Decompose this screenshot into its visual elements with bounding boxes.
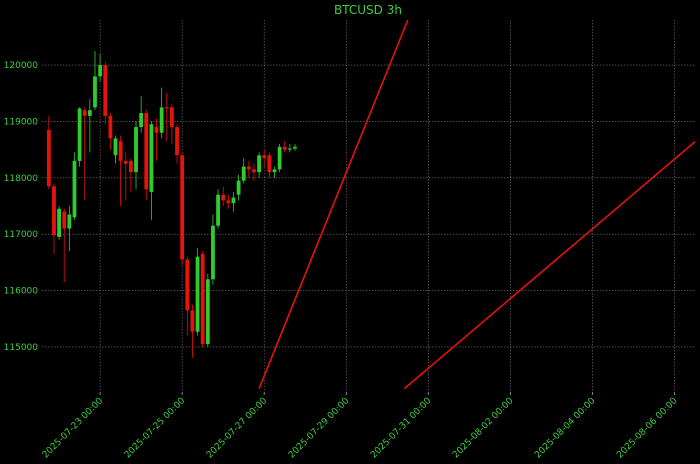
trend-line xyxy=(403,141,695,390)
candle-body xyxy=(267,155,272,173)
candle-body xyxy=(62,211,67,229)
candle-body xyxy=(139,113,144,128)
candle-body xyxy=(195,256,200,332)
candle-body xyxy=(262,155,267,159)
y-tick-label: 117000 xyxy=(4,230,39,240)
candle-body xyxy=(282,146,287,150)
candle-body xyxy=(159,107,164,133)
candle-body xyxy=(277,146,282,170)
candle-body xyxy=(82,110,87,116)
y-tick-label: 118000 xyxy=(4,174,39,184)
candle-body xyxy=(293,146,297,149)
plot-area xyxy=(46,20,695,390)
candle-body xyxy=(93,76,97,108)
candle-body xyxy=(123,160,128,164)
y-tick-label: 116000 xyxy=(4,287,39,297)
candle-body xyxy=(236,180,241,195)
candle-body xyxy=(226,200,231,204)
candle-body xyxy=(118,141,123,161)
candle-body xyxy=(77,108,82,161)
candle-body xyxy=(257,155,261,173)
candle-body xyxy=(241,166,246,181)
candle-body xyxy=(154,127,159,133)
candle-body xyxy=(190,310,195,332)
chart-title: BTCUSD 3h xyxy=(334,3,402,17)
candle-body xyxy=(211,225,215,280)
candle-body xyxy=(52,186,56,236)
candle-body xyxy=(175,127,179,156)
candle-body xyxy=(144,113,149,190)
candle-body xyxy=(98,65,103,77)
candle-body xyxy=(200,253,205,345)
candle-body xyxy=(287,148,292,150)
candle-body xyxy=(170,107,174,128)
candle-body xyxy=(252,169,256,173)
candle-body xyxy=(205,279,210,345)
candle-body xyxy=(103,65,108,116)
candle-body xyxy=(108,115,113,139)
candle-body xyxy=(46,129,51,187)
y-tick-label: 120000 xyxy=(4,61,39,71)
candle-body xyxy=(180,155,185,260)
candle-body xyxy=(246,166,251,170)
candle-body xyxy=(113,138,118,156)
y-tick-label: 115000 xyxy=(4,343,39,353)
candle-body xyxy=(164,107,169,109)
candle-body xyxy=(67,214,72,229)
candle-body xyxy=(57,208,61,237)
candle-body xyxy=(128,160,133,173)
candle-body xyxy=(231,197,236,204)
candle-body xyxy=(216,194,220,226)
candle-body xyxy=(134,127,138,173)
y-tick-label: 119000 xyxy=(4,117,39,127)
candle-body xyxy=(272,169,277,173)
candle-body xyxy=(149,124,154,192)
trend-line xyxy=(258,20,409,389)
candle-body xyxy=(185,259,190,311)
candle-body xyxy=(72,160,77,218)
candle-body xyxy=(221,194,226,201)
candle-body xyxy=(87,110,92,116)
